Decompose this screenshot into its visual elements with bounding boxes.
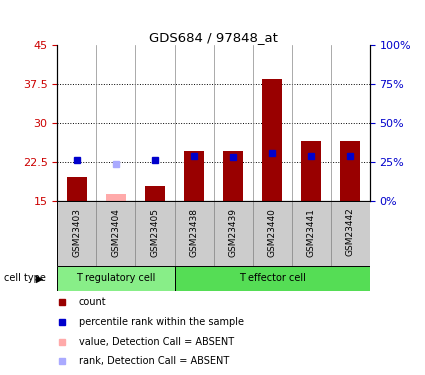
Bar bbox=[301, 141, 321, 201]
Text: cell type: cell type bbox=[4, 273, 46, 284]
Bar bbox=[213, 201, 252, 266]
Text: value, Detection Call = ABSENT: value, Detection Call = ABSENT bbox=[79, 337, 234, 347]
Bar bbox=[175, 266, 370, 291]
Text: GSM23403: GSM23403 bbox=[72, 208, 82, 256]
Text: percentile rank within the sample: percentile rank within the sample bbox=[79, 317, 244, 327]
Text: GSM23440: GSM23440 bbox=[268, 208, 277, 256]
Bar bbox=[340, 141, 360, 201]
Bar bbox=[292, 201, 331, 266]
Bar bbox=[136, 201, 175, 266]
Bar bbox=[67, 177, 87, 201]
Title: GDS684 / 97848_at: GDS684 / 97848_at bbox=[149, 31, 278, 44]
Text: GSM23439: GSM23439 bbox=[229, 208, 238, 256]
Text: GSM23404: GSM23404 bbox=[111, 208, 120, 256]
Bar bbox=[223, 152, 243, 201]
Text: GSM23442: GSM23442 bbox=[346, 208, 355, 256]
Bar bbox=[175, 201, 213, 266]
Bar bbox=[57, 201, 96, 266]
Bar bbox=[106, 194, 126, 201]
Text: T effector cell: T effector cell bbox=[239, 273, 306, 284]
Text: GSM23441: GSM23441 bbox=[307, 208, 316, 256]
Bar bbox=[57, 266, 175, 291]
Text: rank, Detection Call = ABSENT: rank, Detection Call = ABSENT bbox=[79, 356, 229, 366]
Bar bbox=[252, 201, 292, 266]
Text: count: count bbox=[79, 297, 106, 307]
Text: T regulatory cell: T regulatory cell bbox=[76, 273, 156, 284]
Text: GSM23405: GSM23405 bbox=[150, 208, 159, 256]
Text: GSM23438: GSM23438 bbox=[190, 208, 198, 256]
Bar bbox=[262, 79, 282, 201]
Text: ▶: ▶ bbox=[36, 273, 44, 284]
Bar bbox=[145, 186, 165, 201]
Bar bbox=[331, 201, 370, 266]
Bar bbox=[96, 201, 136, 266]
Bar bbox=[184, 152, 204, 201]
